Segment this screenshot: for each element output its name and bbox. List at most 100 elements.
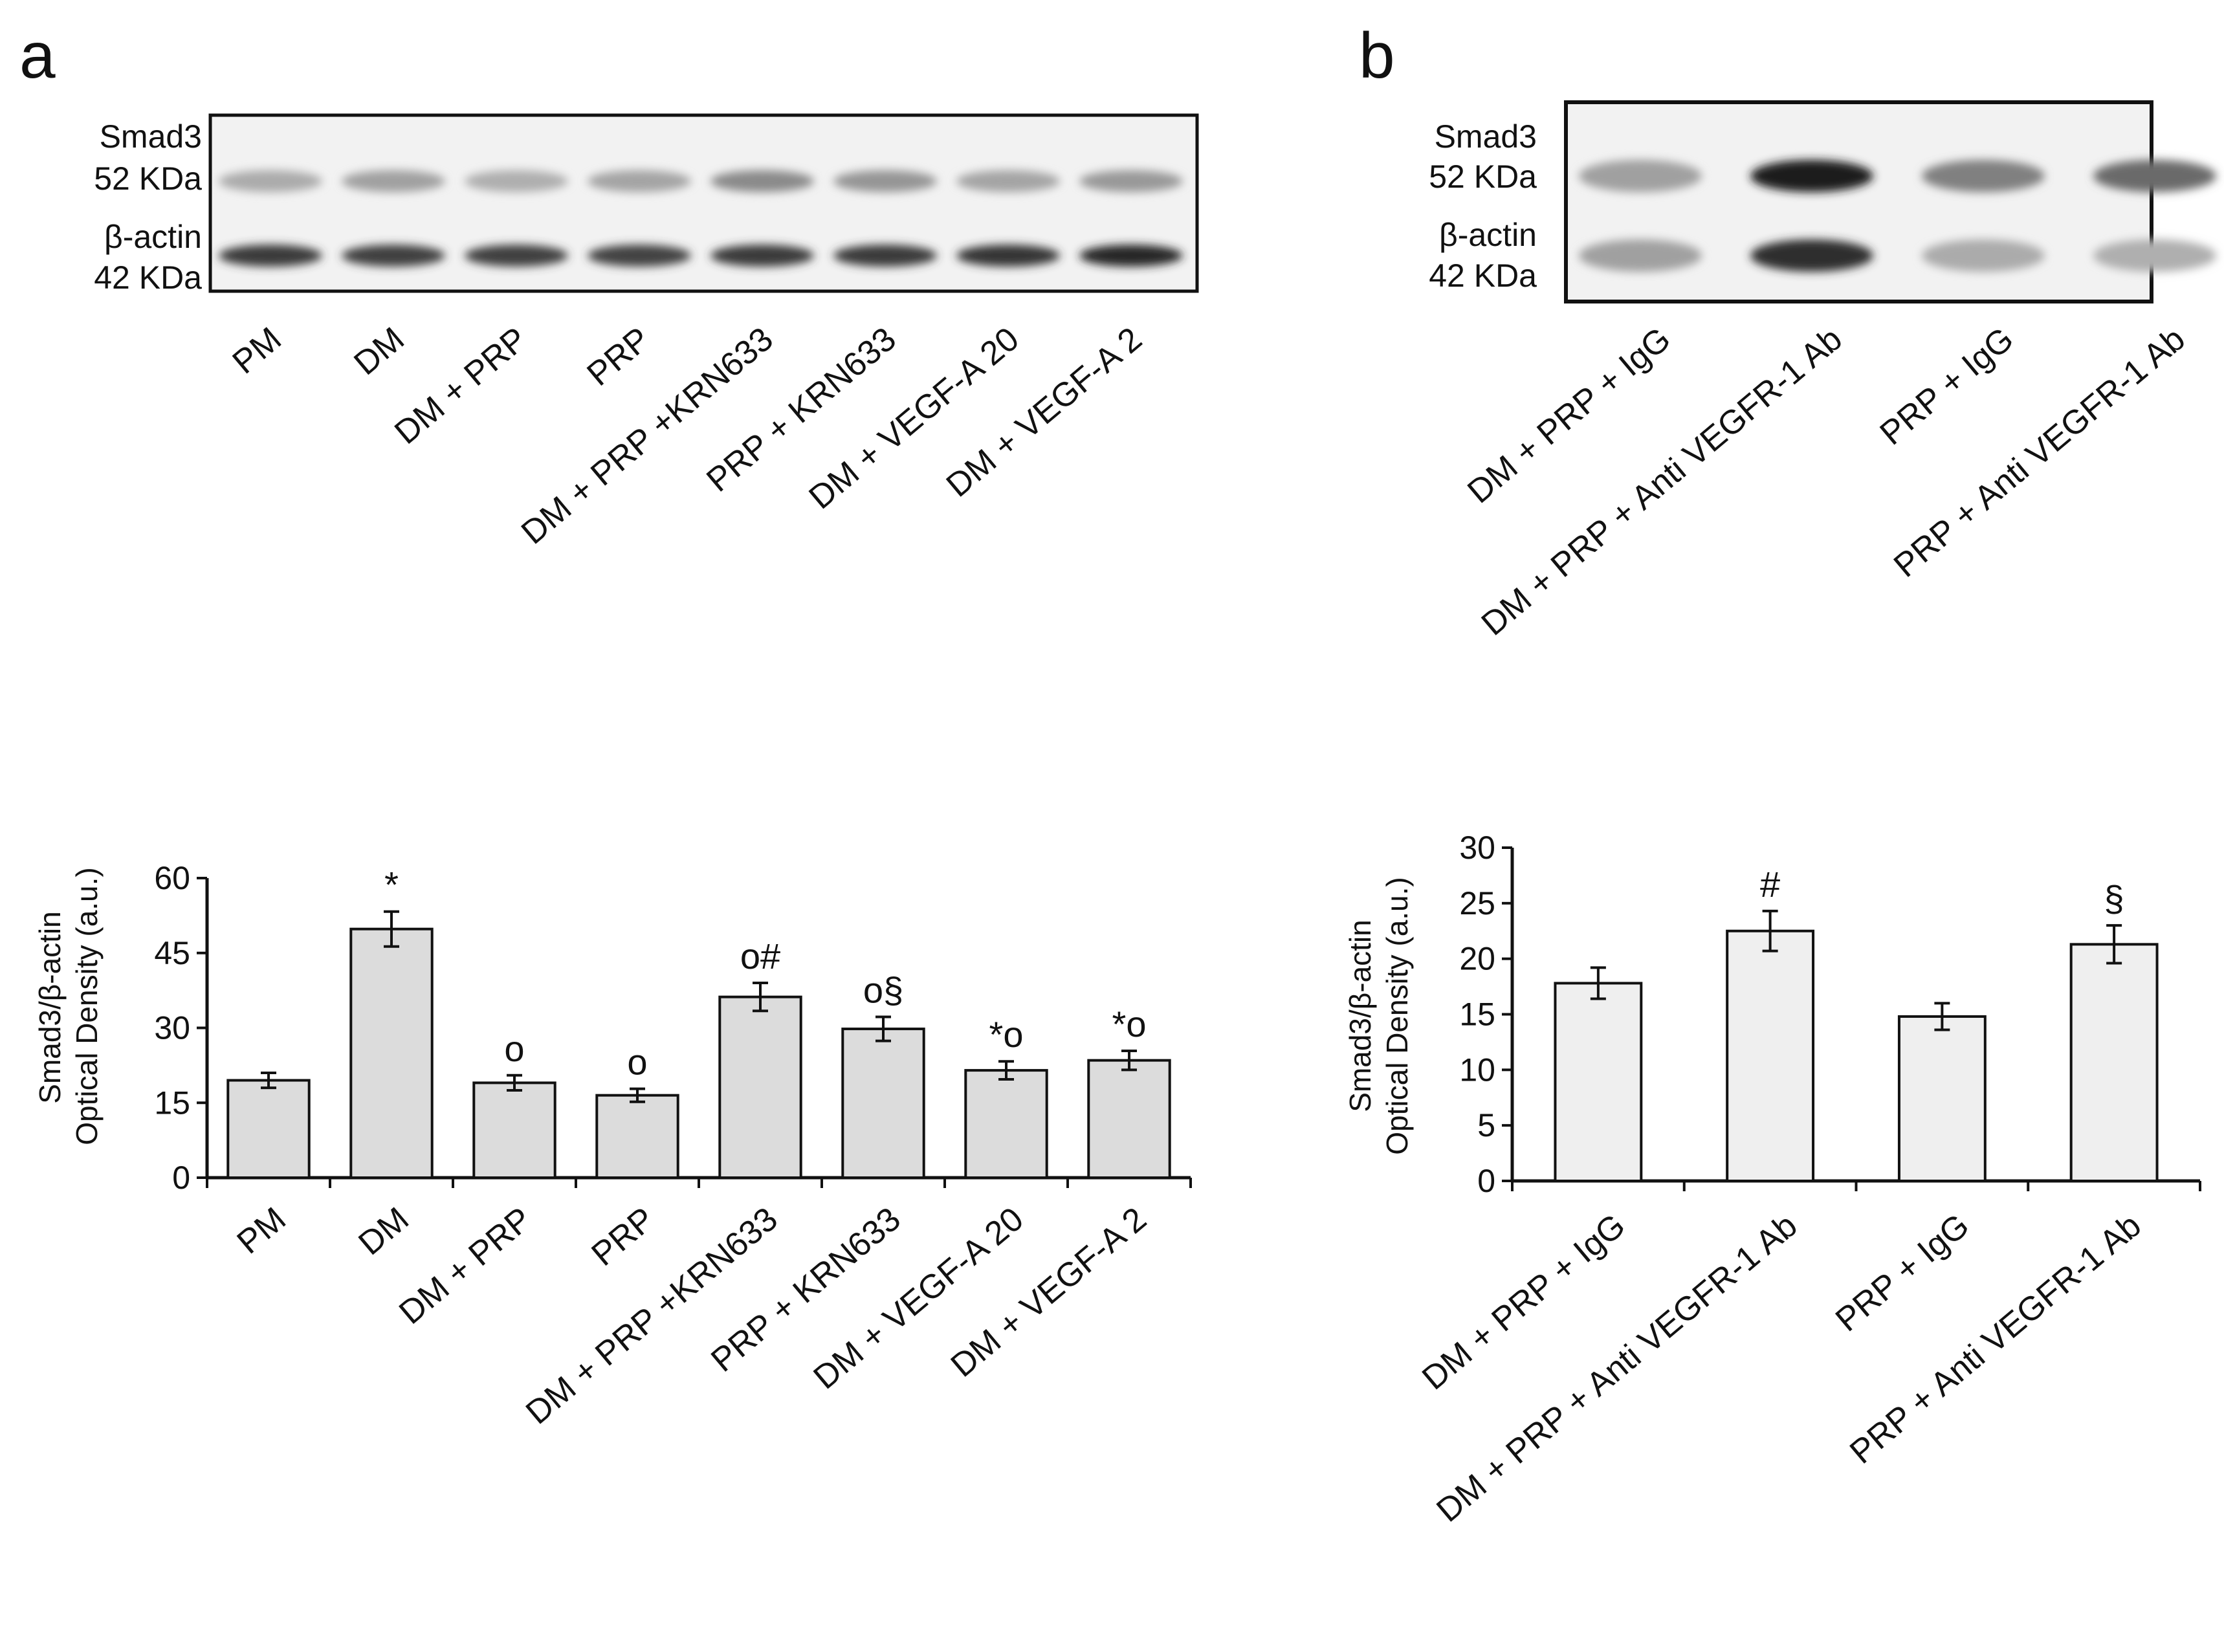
blot-a-actin-band [342,245,445,267]
chart-a-category-label: PRP [585,1200,662,1273]
blot-a-smad3-band [588,170,691,192]
blot-a-smad3-band [219,170,322,192]
blot-b: Smad3 52 KDa β-actin 42 KDa DM + PRP + I… [1429,100,2216,643]
chart-a-significance-mark: * [384,865,399,905]
chart-a-bar [1087,1059,1171,1179]
chart-a-bar [349,927,434,1179]
chart-b-category-label: DM + PRP + Anti VEGFR-1 Ab [1429,1207,1804,1530]
chart-b: Smad3/β-actin Optical Density (a.u.) 0 5 1… [1343,830,2201,1530]
chart-b-ylabel-line1: Smad3/β-actin [1343,920,1377,1112]
chart-b-ylabel-line2: Optical Density (a.u.) [1380,877,1414,1154]
chart-b-y-tick-label: 10 [1459,1052,1495,1088]
chart-a-significance-mark: o§ [863,970,903,1011]
chart-a-significance-mark: *o [989,1014,1024,1055]
blot-a-lane-label: PM [226,320,289,382]
chart-a-bar [595,1094,679,1180]
blot-a-actin-band [833,245,937,267]
chart-a-y-tick-label: 45 [154,935,190,971]
blot-b-smad3-band [1750,160,1873,192]
chart-b-y-tick-label: 15 [1459,997,1495,1033]
blot-b-actin-band [2093,239,2216,272]
blot-a-actin-band [465,245,568,267]
blot-a-marker-actin: β-actin [104,219,202,255]
chart-a-significance-mark: o [627,1042,647,1083]
blot-b-marker-52kda: 52 KDa [1429,159,1537,195]
blot-a-bands [219,170,1183,267]
blot-a-actin-band [1079,245,1183,267]
chart-b-bar [1726,929,1815,1182]
blot-b-actin-band [1579,239,1702,272]
chart-b-y-tick-label: 25 [1459,885,1495,921]
blot-a-marker-52kda: 52 KDa [94,160,202,197]
chart-a-bar [841,1028,925,1179]
blot-b-smad3-band [2093,160,2216,192]
chart-a-y-tick-label: 60 [154,860,190,896]
chart-b-bar [2069,943,2159,1182]
blot-b-bands [1579,160,2216,272]
panel-a-letter: a [19,19,56,92]
blot-b-marker-42kda: 42 KDa [1429,258,1537,294]
chart-a-category-label: PM [230,1200,293,1262]
chart-a-bar [226,1079,311,1180]
blot-a-actin-band [956,245,1060,267]
chart-b-significance-mark: # [1760,864,1780,905]
blot-a-smad3-band [710,170,814,192]
chart-a-y-tick-label: 15 [154,1085,190,1121]
chart-a-significance-mark: o [504,1028,524,1069]
chart-a-bar [964,1069,1048,1180]
blot-a-lane-label: PRP [580,320,657,393]
chart-a-y-tick-label: 30 [154,1010,190,1046]
chart-a-category-label: DM + PRP [392,1200,539,1332]
chart-a-significance-mark: *o [1112,1004,1147,1044]
chart-b-y-tick-label: 0 [1477,1163,1495,1199]
blot-b-actin-band [1750,239,1873,272]
chart-a-y-tick-label: 0 [172,1160,190,1196]
chart-b-category-label: PRP + IgG [1829,1207,1976,1339]
blot-a-membrane [208,113,1199,293]
blot-a-smad3-band [342,170,445,192]
chart-a-significance-mark: o# [740,936,780,976]
panel-b-letter: b [1359,19,1395,92]
blot-b-marker-smad3: Smad3 [1435,118,1537,155]
blot-a-marker-smad3: Smad3 [100,118,202,155]
blot-a-actin-band [588,245,691,267]
blot-a-smad3-band [465,170,568,192]
blot-b-smad3-band [1579,160,1702,192]
blot-b-lane-label: PRP + Anti VEGFR-1 Ab [1887,320,2192,585]
chart-a-category-label: DM + VEGF-A 20 [807,1200,1031,1397]
blot-b-actin-band [1922,239,2045,272]
chart-b-y-tick-label: 5 [1477,1107,1495,1143]
chart-b-bar [1897,1015,1987,1183]
blot-a-actin-band [219,245,322,267]
chart-a-bar [472,1081,556,1179]
blot-a-actin-band [710,245,814,267]
blot-b-marker-actin: β-actin [1439,217,1537,253]
blot-b-lane-label: DM + PRP + Anti VEGFR-1 Ab [1475,320,1849,643]
chart-b-significance-mark: § [2104,878,2124,919]
chart-b-category-label: PRP + Anti VEGFR-1 Ab [1843,1207,2148,1471]
chart-b-y-tick-label: 30 [1459,830,1495,866]
blot-a-lane-label: DM [347,320,411,382]
blot-a-smad3-band [956,170,1060,192]
chart-a: Smad3/β-actin Optical Density (a.u.) 0 15… [33,860,1192,1432]
chart-a-ylabel-line2: Optical Density (a.u.) [70,867,104,1145]
blot-b-smad3-band [1922,160,2045,192]
chart-b-y-tick-label: 20 [1459,941,1495,977]
blot-a-smad3-band [833,170,937,192]
blot-a-marker-42kda: 42 KDa [94,259,202,296]
chart-a-ylabel-line1: Smad3/β-actin [33,911,67,1103]
blot-a-lane-label: DM + VEGF-A 20 [802,320,1026,517]
blot-b-membrane [1564,100,2153,303]
blot-a-lane-label: DM + PRP [388,320,534,452]
blot-b-lane-label: PRP + IgG [1873,320,2021,453]
chart-b-bar [1554,982,1643,1183]
chart-a-bar [718,995,802,1179]
blot-a-smad3-band [1079,170,1183,192]
